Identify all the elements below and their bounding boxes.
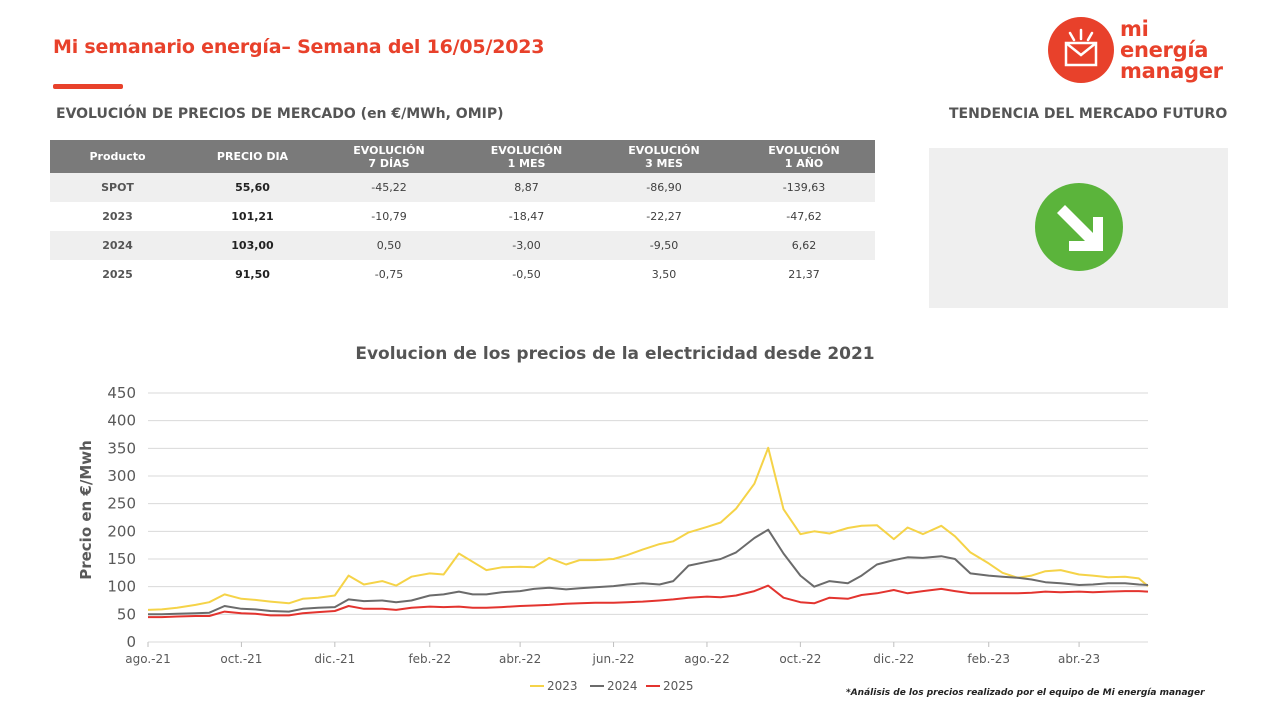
trend-panel (929, 148, 1228, 308)
cell-evol-3m: -86,90 (595, 173, 733, 202)
cell-evol-1y: 21,37 (788, 268, 820, 281)
cell-evol-1m: -18,47 (508, 210, 545, 223)
legend-label-2023: 2023 (547, 679, 578, 693)
table-row: SPOT 55,60 -45,22 8,87 -86,90 -139,63 (50, 173, 875, 202)
header-producto: Producto (50, 140, 185, 173)
analysis-note: *Análisis de los precios realizado por e… (846, 688, 1205, 698)
y-tick-label: 250 (107, 495, 136, 513)
x-tick-label: abr.-22 (499, 652, 541, 666)
cell-evol-7d: 0,50 (320, 231, 458, 260)
x-tick-label: abr.-23 (1058, 652, 1100, 666)
chart-series (147, 446, 1149, 619)
cell-product: 2024 (50, 231, 185, 260)
page-title: Mi semanario energía– Semana del 16/05/2… (53, 36, 545, 58)
x-tick-label: jun.-22 (592, 652, 635, 666)
arrow-down-right-icon (1035, 183, 1123, 271)
header-evol-7-dias: EVOLUCIÓN 7 DÍAS (320, 140, 458, 173)
cell-evol-3m: -22,27 (646, 210, 682, 223)
y-tick-label: 100 (107, 578, 136, 596)
header-evol-3-mes: EVOLUCIÓN 3 MES (595, 140, 733, 173)
chart-axes: 0 50 100 150 200 250 300 350 400 450 ago.-21 oct.-2… (77, 384, 1100, 666)
market-trend-heading: TENDENCIA DEL MERCADO FUTURO (949, 106, 1228, 122)
cell-price: 91,50 (235, 268, 270, 281)
cell-evol-1y: 6,62 (733, 231, 875, 260)
table-row: 2023 101,21 -10,79 -18,47 -22,27 -47,62 (50, 202, 875, 231)
cell-evol-7d: -10,79 (371, 210, 407, 223)
header-evol-1-mes: EVOLUCIÓN 1 MES (458, 140, 595, 173)
y-axis-label: Precio en €/Mwh (77, 440, 95, 580)
series-line-2024 (148, 528, 1149, 616)
cell-evol-3m: -9,50 (595, 231, 733, 260)
logo-emblem-icon (1048, 17, 1114, 83)
logo-line-1: mi (1120, 17, 1149, 41)
cell-price: 103,00 (185, 231, 320, 260)
cell-product: 2023 (102, 210, 133, 223)
cell-product: 2025 (102, 268, 133, 281)
x-tick-label: ago.-21 (125, 652, 171, 666)
cell-evol-3m: 3,50 (651, 268, 677, 281)
cell-evol-7d: -0,75 (374, 268, 404, 281)
y-tick-label: 350 (107, 439, 136, 457)
y-tick-label: 400 (107, 412, 136, 430)
x-tick-label: oct.-22 (779, 652, 821, 666)
table-row: 2025 91,50 -0,75 -0,50 3,50 21,37 (50, 260, 875, 289)
x-tick-label: feb.-23 (967, 652, 1010, 666)
cell-price: 55,60 (185, 173, 320, 202)
chart-grid (148, 392, 1148, 643)
logo-line-3: manager (1120, 59, 1223, 83)
series-line-2025 (148, 584, 1149, 619)
market-prices-heading: EVOLUCIÓN DE PRECIOS DE MERCADO (en €/MW… (56, 106, 504, 122)
cell-product: SPOT (50, 173, 185, 202)
legend-label-2025: 2025 (663, 679, 694, 693)
y-tick-label: 0 (126, 633, 136, 651)
chart-title: Evolucion de los precios de la electrici… (355, 344, 875, 364)
prices-table: Producto PRECIO DIA EVOLUCIÓN 7 DÍAS EVOL… (50, 140, 875, 289)
logo-wordmark: mi energía manager (1120, 19, 1223, 82)
x-tick-label: feb.-22 (408, 652, 451, 666)
legend-label-2024: 2024 (607, 679, 638, 693)
brand-logo: mi energía manager (1048, 17, 1238, 87)
cell-evol-1m: 8,87 (458, 173, 595, 202)
x-tick-label: dic.-22 (873, 652, 914, 666)
cell-evol-1y: -139,63 (733, 173, 875, 202)
header-evol-1-ano: EVOLUCIÓN 1 AÑO (733, 140, 875, 173)
y-tick-label: 200 (107, 522, 136, 540)
y-tick-label: 450 (107, 384, 136, 402)
table-row: 2024 103,00 0,50 -3,00 -9,50 6,62 (50, 231, 875, 260)
x-tick-label: ago.-22 (684, 652, 730, 666)
x-tick-label: dic.-21 (314, 652, 355, 666)
cell-evol-7d: -45,22 (320, 173, 458, 202)
y-tick-label: 50 (117, 605, 136, 623)
cell-evol-1m: -3,00 (458, 231, 595, 260)
table-header-row: Producto PRECIO DIA EVOLUCIÓN 7 DÍAS EVOL… (50, 140, 875, 173)
logo-line-2: energía (1120, 38, 1209, 62)
y-tick-label: 300 (107, 467, 136, 485)
series-line-2023 (147, 446, 1149, 611)
chart-legend: 2023 2024 2025 (530, 679, 694, 693)
cell-evol-1y: -47,62 (786, 210, 822, 223)
x-tick-label: oct.-21 (220, 652, 262, 666)
header-precio-dia: PRECIO DIA (185, 140, 320, 173)
title-underline (53, 84, 123, 89)
y-tick-label: 150 (107, 550, 136, 568)
cell-price: 101,21 (231, 210, 274, 223)
cell-evol-1m: -0,50 (512, 268, 541, 281)
